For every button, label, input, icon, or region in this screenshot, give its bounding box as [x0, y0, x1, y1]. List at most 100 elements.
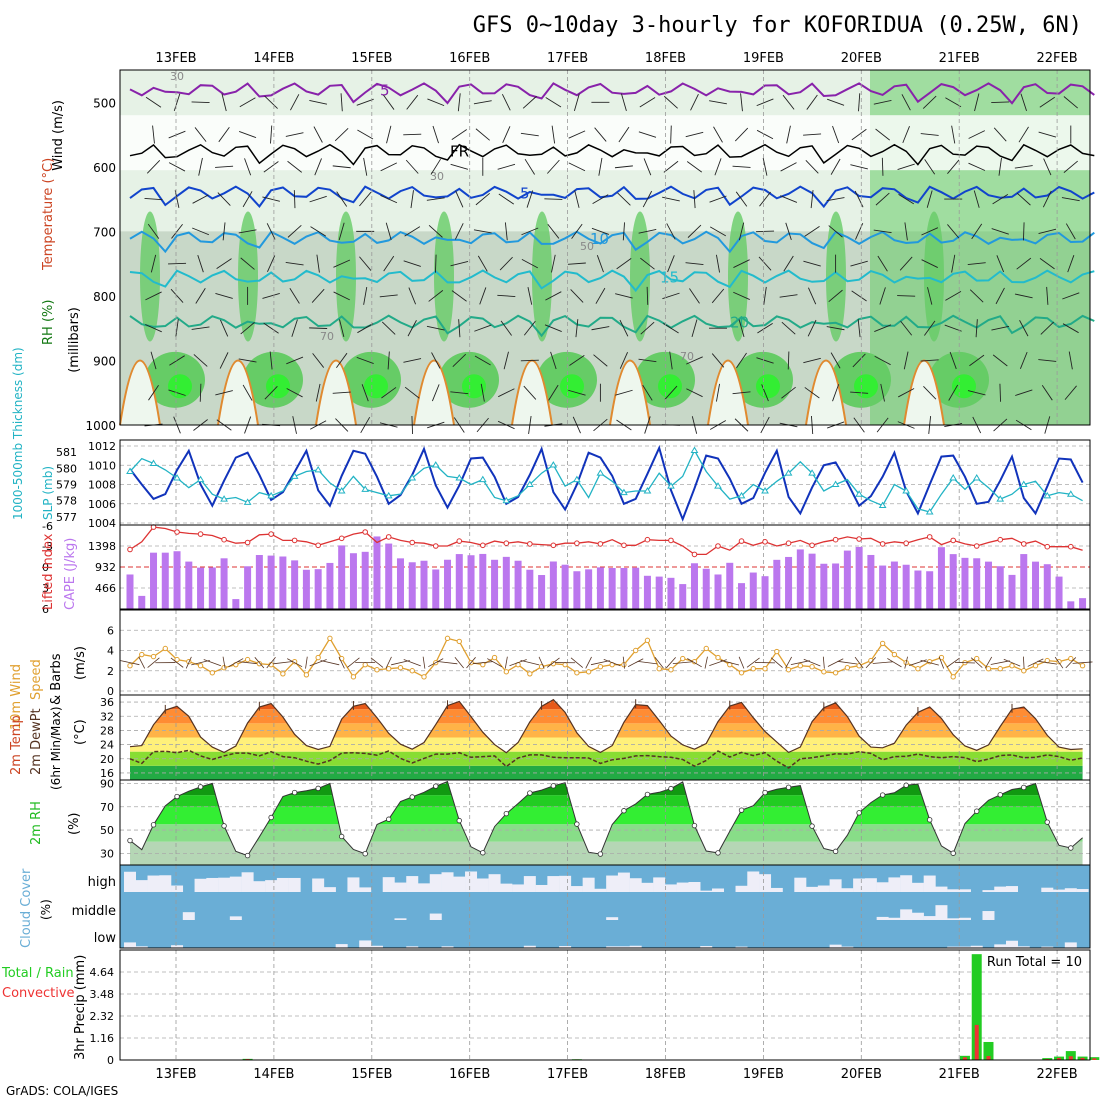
- rh-point: [974, 809, 979, 814]
- temperature-axis-label-1: 2m Temp: [9, 715, 24, 775]
- cloud-clear-bar: [653, 877, 665, 892]
- lifted-index-point: [669, 538, 674, 543]
- cape-bar: [961, 558, 968, 609]
- wind-speed-point: [563, 662, 567, 666]
- cape-bar: [256, 555, 263, 609]
- cloud-clear-bar: [1077, 889, 1089, 892]
- top-day-label: 20FEB: [841, 51, 882, 66]
- cloud-clear-bar: [383, 877, 395, 892]
- cape-bar: [1044, 564, 1051, 609]
- cloud-clear-bar: [148, 876, 160, 892]
- rh-point: [339, 834, 344, 839]
- cape-tick-label: 932: [95, 561, 116, 574]
- cape-bar: [373, 536, 380, 609]
- lifted-top-tick-label: -6: [42, 520, 53, 533]
- wind-speed-point: [1010, 663, 1014, 667]
- cloud-unit-label: (%): [39, 899, 53, 920]
- precip-tick-label: 1.16: [90, 1032, 115, 1045]
- cloud-clear-bar: [218, 878, 230, 892]
- wind-speed-point: [316, 655, 320, 659]
- wind-speed-point: [363, 662, 367, 666]
- rh-green-column: [434, 212, 454, 342]
- bottom-day-label: 19FEB: [743, 1067, 784, 1082]
- wind-tick-label: 4: [107, 645, 114, 658]
- cape-bar: [350, 553, 357, 609]
- rh-point: [669, 786, 674, 791]
- lifted-index-point: [786, 541, 791, 546]
- thickness-tick-label: 580: [56, 462, 77, 475]
- cloud-clear-bar: [359, 940, 371, 948]
- lifted-index-point: [645, 537, 650, 542]
- pressure-tick-label: 800: [93, 290, 116, 304]
- cape-bar: [150, 553, 157, 609]
- footer-credit: GrADS: COLA/IGES: [6, 1084, 118, 1098]
- cloud-clear-bar: [677, 883, 689, 892]
- lifted-index-point: [481, 543, 486, 548]
- lifted-index-point: [245, 540, 250, 545]
- cloud-clear-bar: [536, 885, 548, 892]
- lifted-index-point: [575, 541, 580, 546]
- rh-point: [457, 818, 462, 823]
- slp-axis-label: SLP (mb): [41, 466, 55, 520]
- precip-tick-label: 3.48: [90, 988, 115, 1001]
- rh-axis-label: RH (%): [41, 300, 56, 345]
- rh-point: [504, 811, 509, 816]
- wind-speed-point: [387, 667, 391, 671]
- wind-speed-point: [245, 657, 249, 661]
- cloud-clear-bar: [1053, 890, 1065, 892]
- slp-tick-label: 1006: [88, 498, 116, 511]
- cape-bar: [515, 561, 522, 609]
- wind-speed-point: [786, 668, 790, 672]
- rh-green-column: [140, 212, 160, 342]
- cloud-clear-bar: [136, 880, 148, 892]
- cloud-clear-bar: [771, 888, 783, 892]
- cape-bar: [279, 557, 286, 610]
- cloud-clear-bar: [253, 881, 265, 892]
- cape-bar: [656, 577, 663, 609]
- cloud-clear-bar: [912, 883, 924, 892]
- cape-bar: [750, 573, 757, 609]
- cape-bar: [456, 554, 463, 609]
- lifted-index-point: [739, 539, 744, 544]
- rh-point: [245, 853, 250, 858]
- wind-speed-point: [880, 641, 884, 645]
- cape-bar: [667, 578, 674, 609]
- wind-speed-point: [445, 636, 449, 640]
- cloud-clear-bar: [171, 886, 183, 892]
- temperature-axis-label-3: (6hr Min/Max): [49, 707, 63, 791]
- wind-speed-point: [986, 667, 990, 671]
- cape-bar: [174, 551, 181, 609]
- lifted-index-point: [998, 537, 1003, 542]
- cape-bar: [985, 562, 992, 609]
- cloud-clear-bar: [712, 888, 724, 892]
- cape-bar: [715, 574, 722, 609]
- wind-speed-point: [575, 671, 579, 675]
- slp-tick-label: 1010: [88, 459, 116, 472]
- lifted-index-point: [198, 532, 203, 537]
- rh-point: [857, 811, 862, 816]
- upper-wind-barb: [168, 263, 186, 264]
- lifted-index-point: [598, 542, 603, 547]
- cape-bar: [315, 569, 322, 609]
- rh-point: [951, 851, 956, 856]
- upper-wind-barb: [544, 199, 562, 200]
- cloud-clear-bar: [924, 916, 936, 920]
- rh-point: [904, 783, 909, 788]
- cloud-clear-bar: [571, 886, 583, 892]
- rh-point: [528, 791, 533, 796]
- cloud-clear-bar: [442, 872, 454, 892]
- lifted-index-point: [528, 542, 533, 547]
- isotherm-label: 15: [660, 269, 679, 287]
- lifted-index-point: [457, 539, 462, 544]
- cloud-clear-bar: [900, 909, 912, 920]
- wind-speed-point: [657, 667, 661, 671]
- cloud-clear-bar: [935, 887, 947, 892]
- cloud-clear-bar: [853, 879, 865, 893]
- cape-bar: [550, 562, 557, 609]
- cape-bar: [914, 571, 921, 609]
- cloud-clear-bar: [265, 880, 277, 892]
- cape-bar: [809, 554, 816, 609]
- cape-bar: [1009, 575, 1016, 609]
- precip-tick-label: 4.64: [90, 966, 115, 979]
